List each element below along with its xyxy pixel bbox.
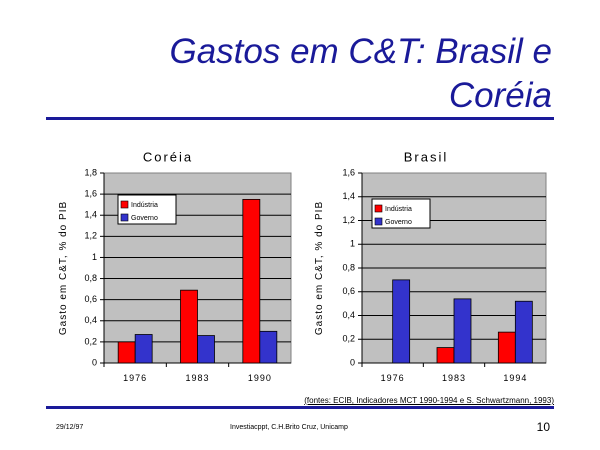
chart1-bar-governo [197, 335, 215, 364]
chart2-bar-governo [392, 279, 411, 364]
chart1-y-tick-label: 1,4 [84, 210, 97, 220]
chart2-x-tick-label: 1976 [381, 373, 405, 383]
footer-date: 29/12/97 [56, 424, 84, 431]
source-note: (fontes: ECIB, Indicadores MCT 1990-1994… [304, 396, 554, 405]
chart1-x-tick-label: 1976 [123, 373, 147, 383]
chart2-title: Brasil [404, 149, 449, 164]
chart1-y-tick-label: 0,8 [84, 273, 97, 283]
chart2-legend-swatch [374, 204, 383, 213]
chart1-y-tick-label: 0,4 [84, 315, 97, 325]
chart2-bar-governo [514, 300, 533, 364]
chart1-y-axis-label: Gasto em C&T, % do PIB [58, 201, 69, 335]
chart2-bar-industria [497, 331, 516, 364]
chart2-x-tick-label: 1994 [503, 373, 527, 383]
page-number: 10 [536, 420, 550, 434]
chart1-y-tick-label: 1,8 [84, 167, 97, 177]
chart1-bar-governo [134, 334, 153, 364]
chart1-bar-industria [242, 198, 261, 364]
chart2-y-tick-label: 1 [350, 239, 355, 249]
chart1-legend-swatch [120, 200, 129, 209]
chart2-legend-label: Governo [385, 219, 412, 226]
chart1-x-tick-label: 1990 [248, 373, 272, 383]
chart1-y-tick-label: 1,6 [84, 188, 97, 198]
chart2-y-tick-label: 1,2 [342, 215, 355, 225]
chart2-bar-governo [453, 298, 472, 364]
chart2-y-tick-label: 1,6 [342, 167, 355, 177]
chart2-bar-industria [436, 347, 455, 364]
chart1-legend-swatch [120, 213, 129, 222]
chart1-bar-industria [117, 341, 136, 364]
chart1-y-tick-label: 1 [92, 252, 97, 262]
chart1-y-tick-label: 0,2 [84, 336, 97, 346]
footer-divider [46, 406, 554, 409]
chart1-x-tick-label: 1983 [185, 373, 209, 383]
chart2-legend-label: Indústria [385, 206, 412, 213]
chart1-y-tick-label: 1,2 [84, 231, 97, 241]
chart2-y-tick-label: 0,6 [342, 286, 355, 296]
chart1-legend-label: Indústria [131, 202, 158, 209]
chart2-y-tick-label: 0 [350, 357, 355, 367]
title-divider [46, 117, 554, 120]
chart1-y-tick-label: 0 [92, 357, 97, 367]
chart2-y-tick-label: 0,4 [342, 310, 355, 320]
chart2-y-axis-label: Gasto em C&T, % do PIB [314, 201, 325, 335]
chart2-y-tick-label: 0,8 [342, 262, 355, 272]
chart1-y-tick-label: 0,6 [84, 294, 97, 304]
chart1-bar-industria [180, 289, 198, 364]
chart2-y-tick-label: 1,4 [342, 191, 355, 201]
chart2-y-tick-label: 0,2 [342, 334, 355, 344]
chart1-bar-governo [259, 330, 278, 364]
chart1-title: Coréia [143, 149, 193, 164]
chart1-legend-label: Governo [131, 215, 158, 222]
chart2-x-tick-label: 1983 [442, 373, 466, 383]
chart2-legend-swatch [374, 217, 383, 226]
slide-title: Gastos em C&T: Brasil e Coréia [169, 32, 552, 115]
footer-file: Investiacppt, C.H.Brito Cruz, Unicamp [230, 424, 348, 431]
